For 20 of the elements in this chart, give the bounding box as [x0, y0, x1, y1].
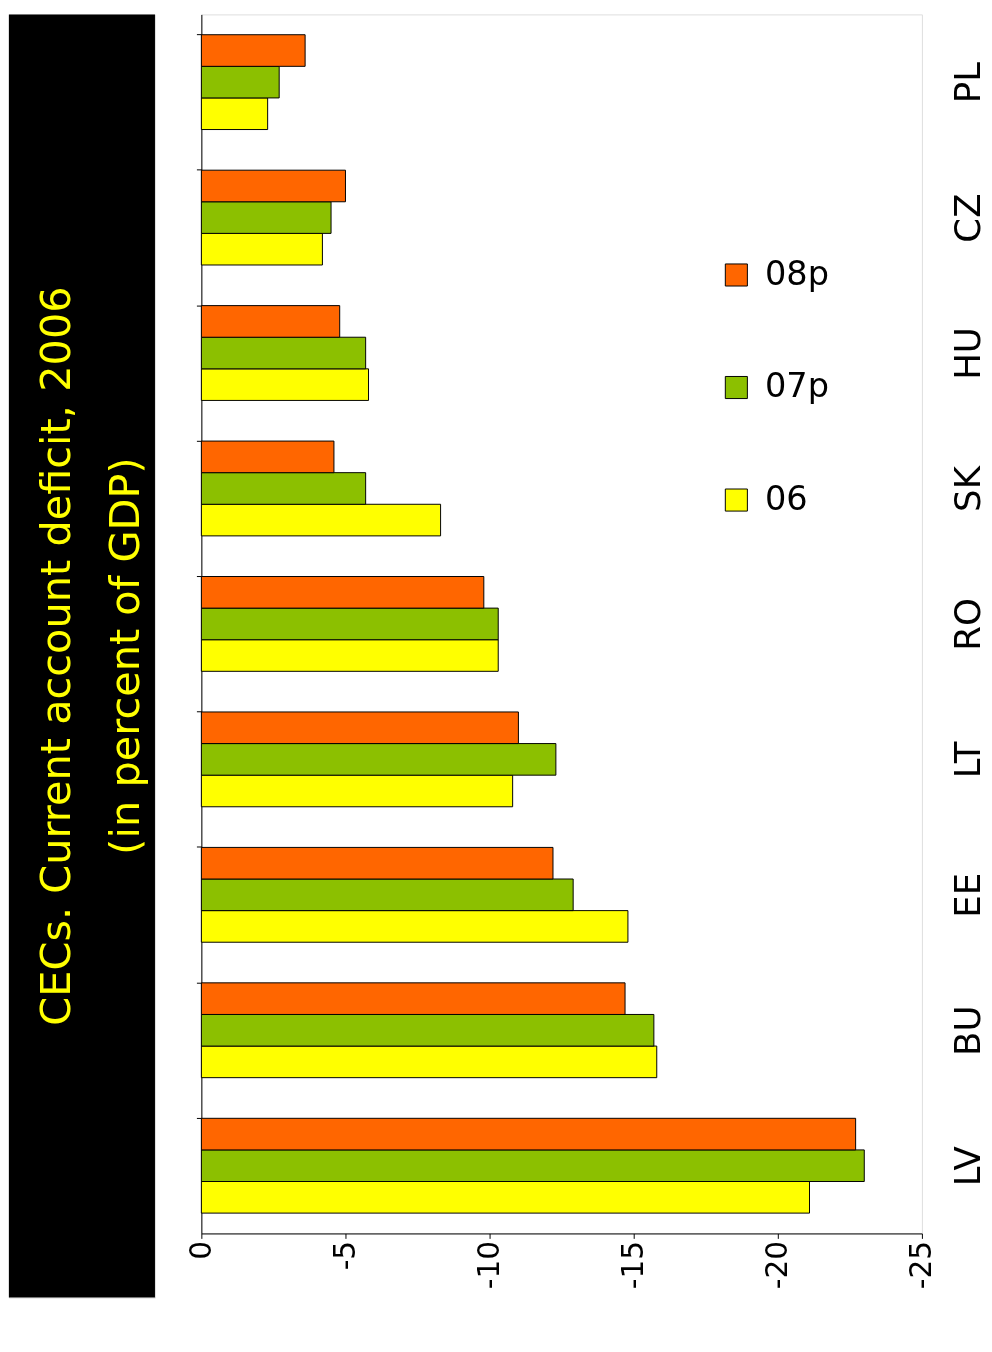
y-tick-label: PL: [946, 61, 988, 104]
x-tick-label: -10: [471, 1240, 506, 1290]
x-tick-label: -5: [327, 1240, 362, 1271]
y-tick-label: CZ: [946, 193, 988, 243]
y-tick-label: LT: [946, 741, 988, 779]
y-tick-label: LV: [946, 1146, 988, 1187]
text: CECs. Current account deficit, 2006: [31, 286, 80, 1026]
text: (in percent of GDP): [100, 457, 149, 855]
x-tick-label: -25: [904, 1240, 939, 1290]
y-tick-label: RO: [946, 598, 988, 651]
legend-label: 06: [764, 478, 808, 518]
x-tick-label: 0: [183, 1240, 218, 1260]
y-tick-label: BU: [946, 1005, 988, 1056]
legend-label: 07p: [764, 366, 829, 406]
y-tick-label: EE: [946, 872, 988, 918]
y-tick-label: SK: [946, 464, 988, 512]
legend-label: 08p: [764, 253, 829, 293]
x-tick-label: -20: [760, 1240, 795, 1290]
x-tick-label: -15: [616, 1240, 651, 1290]
y-tick-label: HU: [946, 327, 988, 380]
